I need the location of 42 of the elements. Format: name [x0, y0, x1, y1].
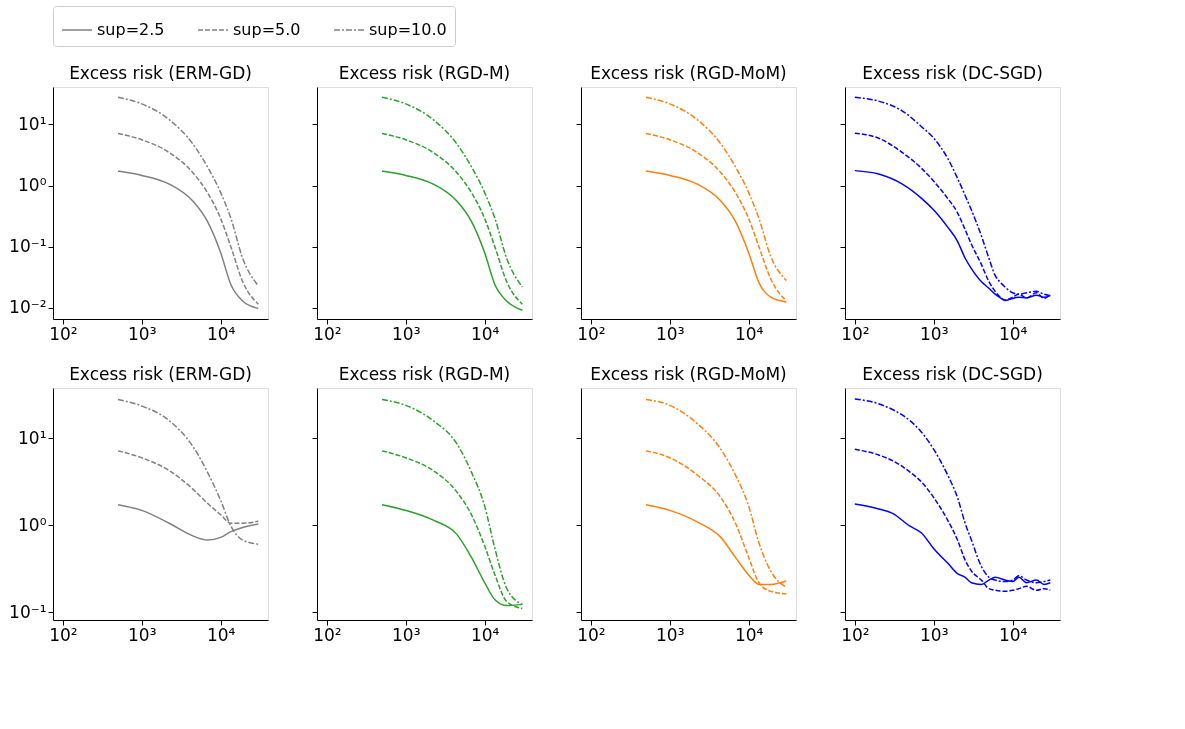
x-tick-label: 10³	[128, 624, 157, 645]
chart-title: Excess risk (RGD-MoM)	[590, 63, 787, 83]
y-tick-label: 10⁰	[18, 175, 47, 196]
x-tick-label: 10³	[128, 323, 157, 344]
x-tick-label: 10⁴	[998, 323, 1028, 344]
y-tick-label: 10¹	[18, 427, 47, 448]
x-tick-label: 10⁴	[998, 624, 1028, 645]
x-tick-label: 10³	[920, 323, 949, 344]
chart-title: Excess risk (ERM-GD)	[69, 63, 252, 83]
x-tick-label: 10³	[920, 624, 949, 645]
y-tick-label: 10¹	[18, 113, 47, 134]
x-tick-label: 10²	[49, 624, 78, 645]
legend-label: sup=2.5	[97, 20, 165, 39]
y-tick-label: 10⁻¹	[9, 602, 47, 622]
chart-title: Excess risk (RGD-M)	[338, 63, 511, 83]
y-tick-label: 10⁻¹	[9, 236, 47, 257]
x-tick-label: 10⁴	[734, 323, 764, 344]
chart-title: Excess risk (RGD-MoM)	[590, 364, 787, 384]
x-tick-label: 10²	[841, 624, 870, 645]
chart-title: Excess risk (DC-SGD)	[862, 364, 1043, 384]
x-tick-label: 10²	[841, 323, 870, 344]
x-tick-label: 10²	[313, 323, 342, 344]
chart-title: Excess risk (DC-SGD)	[862, 63, 1043, 83]
x-tick-label: 10⁴	[470, 624, 500, 645]
x-tick-label: 10⁴	[734, 624, 764, 645]
x-tick-label: 10²	[49, 323, 78, 344]
x-tick-label: 10⁴	[470, 323, 500, 344]
legend-label: sup=10.0	[369, 20, 447, 39]
chart-title: Excess risk (RGD-M)	[338, 364, 511, 384]
x-tick-label: 10³	[392, 323, 421, 344]
y-tick-label: 10⁻²	[9, 297, 47, 318]
x-tick-label: 10⁴	[206, 323, 236, 344]
legend-label: sup=5.0	[233, 20, 301, 39]
y-tick-label: 10⁰	[18, 514, 47, 535]
x-tick-label: 10³	[392, 624, 421, 645]
x-tick-label: 10³	[656, 624, 685, 645]
x-tick-label: 10²	[313, 624, 342, 645]
chart-title: Excess risk (ERM-GD)	[69, 364, 252, 384]
x-tick-label: 10²	[577, 624, 606, 645]
x-tick-label: 10²	[577, 323, 606, 344]
x-tick-label: 10³	[656, 323, 685, 344]
x-tick-label: 10⁴	[206, 624, 236, 645]
